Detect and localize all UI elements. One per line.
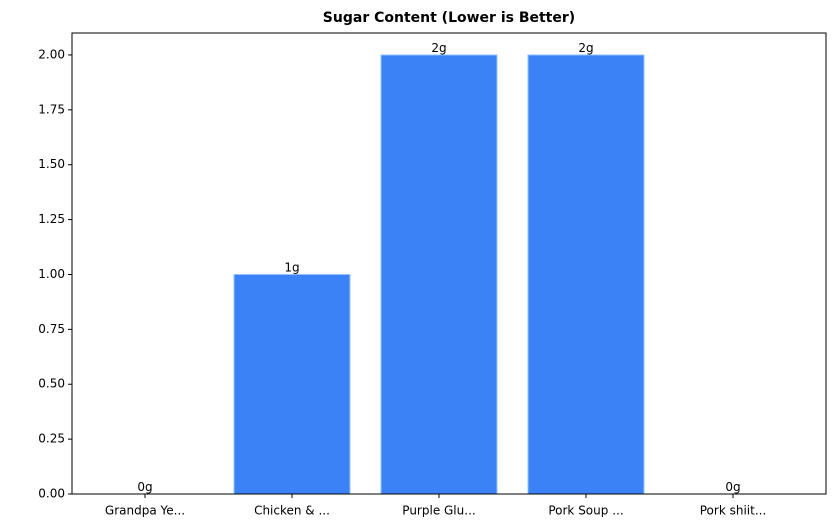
value-label: 1g bbox=[284, 260, 299, 274]
y-tick-label: 0.75 bbox=[38, 322, 65, 336]
y-tick-label: 1.50 bbox=[38, 157, 65, 171]
y-tick-label: 1.75 bbox=[38, 102, 65, 116]
x-tick-label: Pork shiit... bbox=[700, 504, 767, 518]
y-tick-label: 0.50 bbox=[38, 377, 65, 391]
chart-title: Sugar Content (Lower is Better) bbox=[323, 10, 575, 26]
value-label: 2g bbox=[431, 41, 446, 55]
x-tick-label: Pork Soup ... bbox=[548, 504, 623, 518]
value-label: 2g bbox=[578, 41, 593, 55]
bar bbox=[380, 54, 498, 495]
bar bbox=[233, 273, 351, 495]
bar bbox=[527, 54, 645, 495]
value-label: 0g bbox=[137, 480, 152, 494]
y-tick-label: 2.00 bbox=[38, 47, 65, 61]
x-tick-label: Purple Glu... bbox=[402, 504, 475, 518]
axes-frame bbox=[71, 32, 827, 495]
x-tick-label: Chicken & ... bbox=[254, 504, 330, 518]
y-tick-label: 0.00 bbox=[38, 487, 65, 501]
y-tick-label: 0.25 bbox=[38, 432, 65, 446]
y-tick-label: 1.00 bbox=[38, 267, 65, 281]
x-tick-label: Grandpa Ye... bbox=[105, 504, 185, 518]
y-tick-label: 1.25 bbox=[38, 212, 65, 226]
value-label: 0g bbox=[725, 480, 740, 494]
